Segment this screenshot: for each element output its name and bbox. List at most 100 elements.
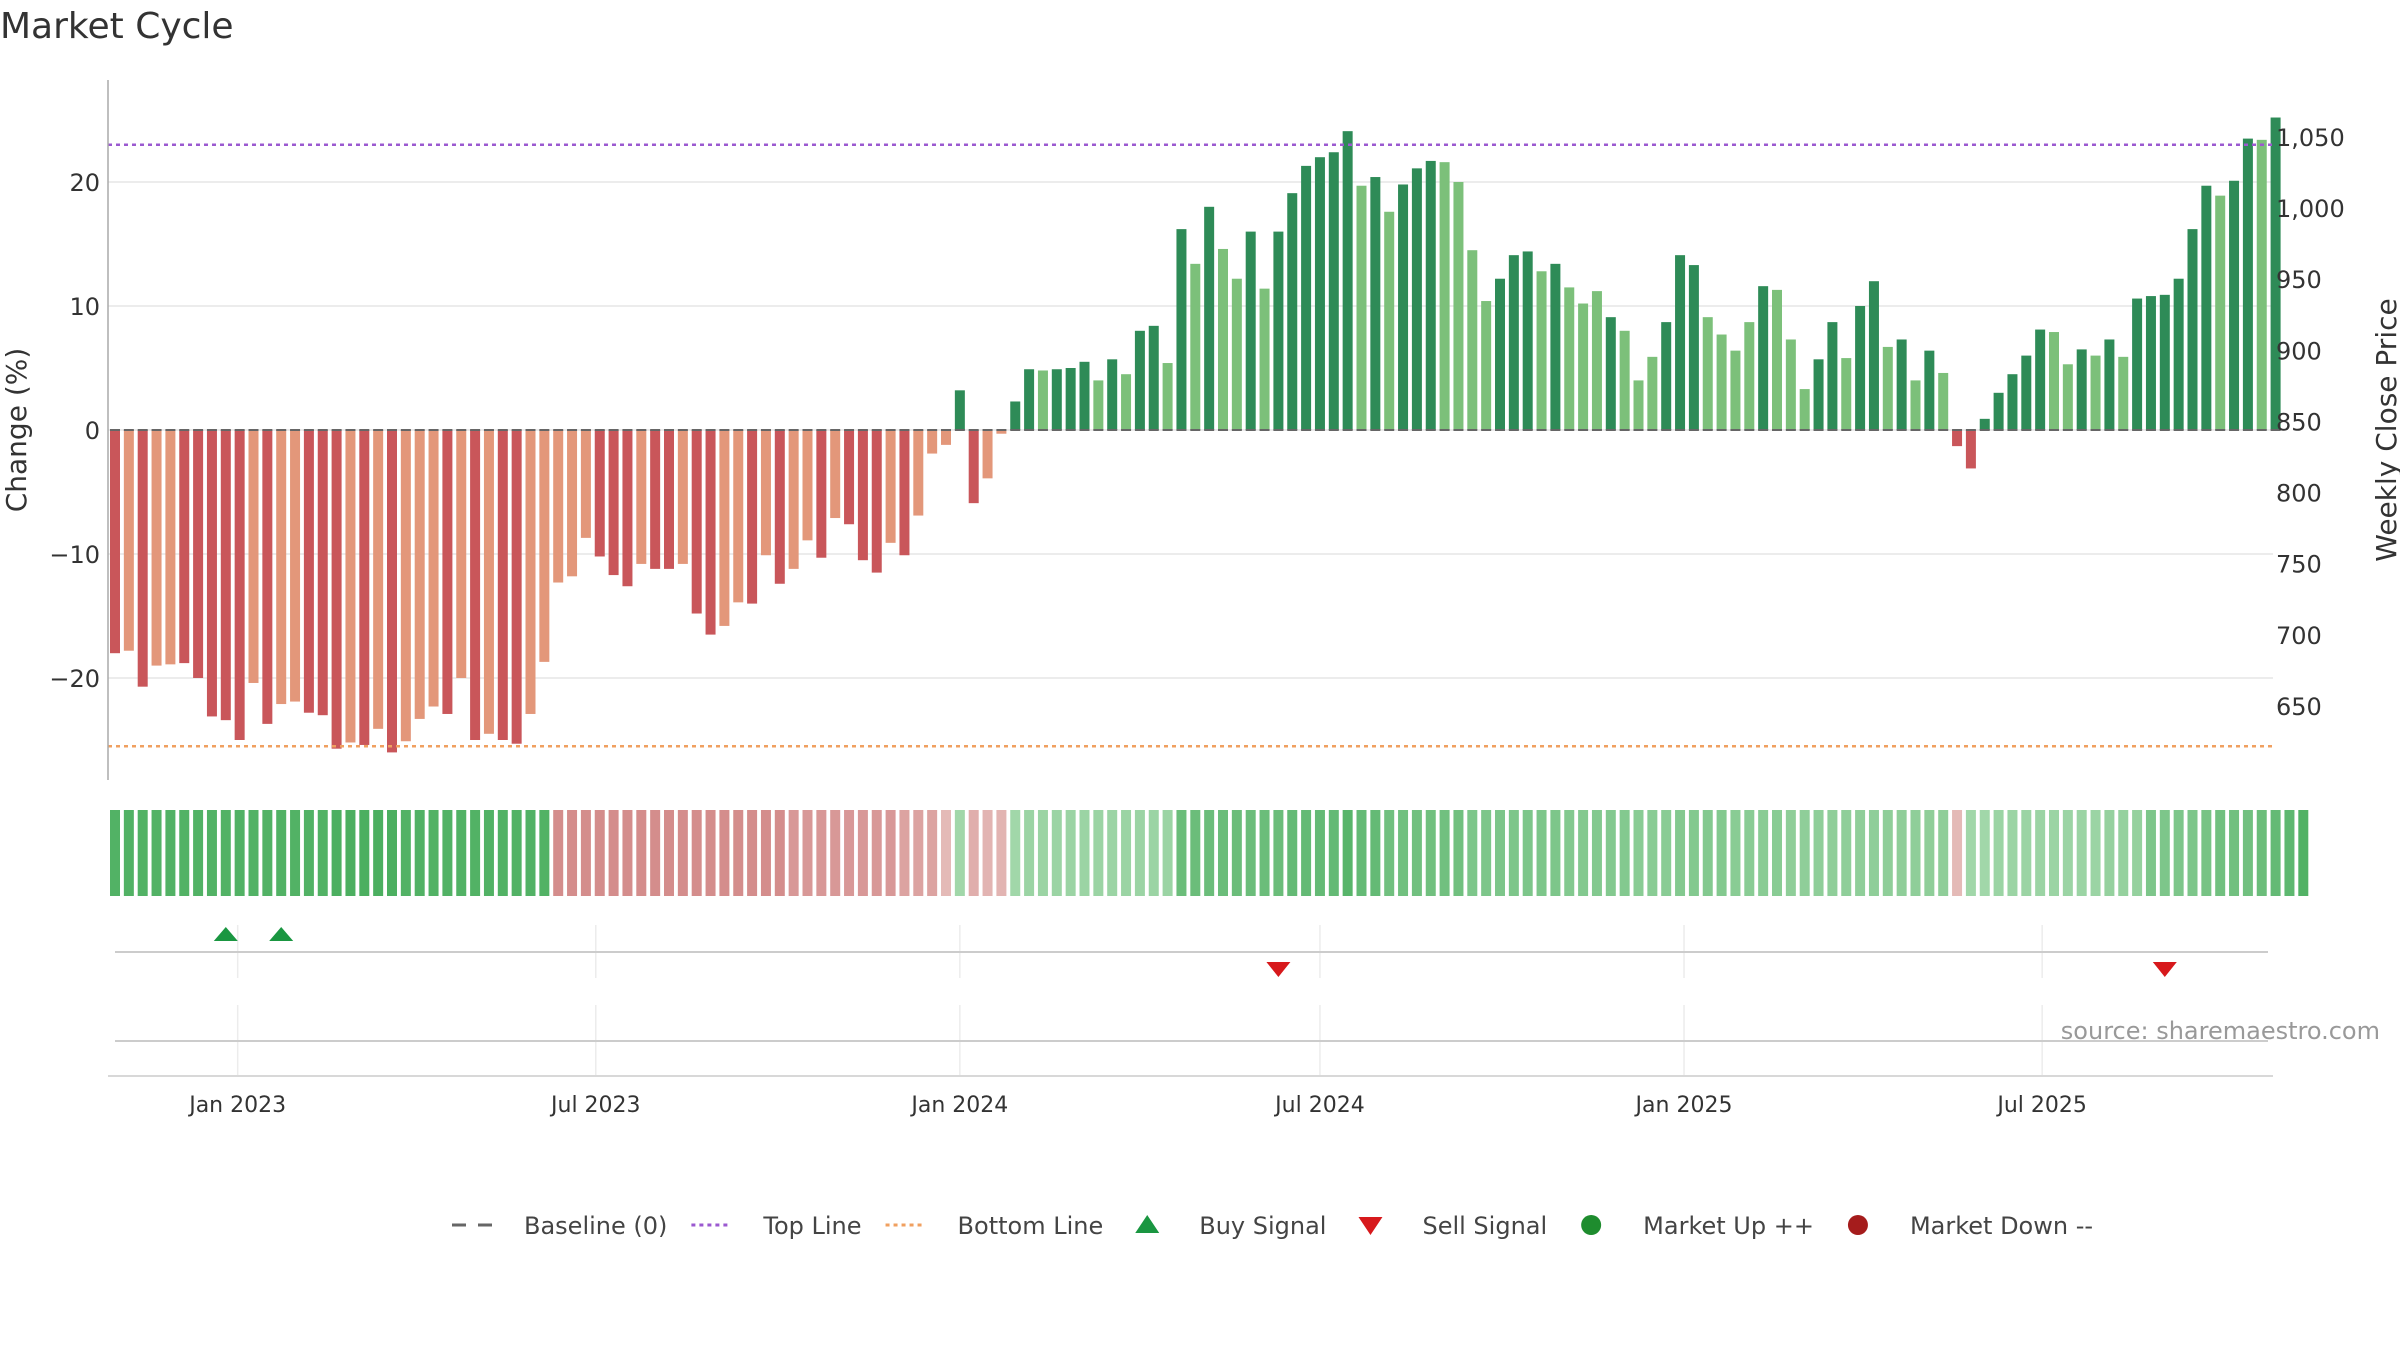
regime-cell (2173, 810, 2184, 896)
regime-cell (1522, 810, 1533, 896)
bar (968, 430, 979, 504)
bar (1661, 322, 1672, 430)
bar (1231, 278, 1242, 430)
regime-cell (539, 810, 550, 896)
legend-item: Market Down -- (1847, 1212, 2093, 1240)
bar (1730, 350, 1741, 430)
axes-layer: 20 10 0 −10 −20 1,050 1,000 950 900 850 800 750 700 6… (49, 80, 2345, 1118)
regime-cell (1591, 810, 1602, 896)
y2-tick-label: 800 (2276, 480, 2322, 508)
regime-cell (2118, 810, 2129, 896)
regime-cell (497, 810, 508, 896)
bar (2187, 229, 2198, 430)
bar (1910, 380, 1921, 430)
regime-cell (844, 810, 855, 896)
regime-cell (1356, 810, 1367, 896)
bar (1702, 317, 1713, 430)
bar (1467, 250, 1478, 430)
y-tick-label: 0 (85, 417, 100, 445)
bar (1578, 303, 1589, 430)
bar (220, 430, 231, 721)
bar (1785, 339, 1796, 430)
bar (1162, 363, 1173, 430)
regime-cell (594, 810, 605, 896)
regime-cell (387, 810, 397, 896)
regime-cell (1301, 810, 1312, 896)
y-tick-label: −10 (49, 541, 100, 569)
regime-cell (525, 810, 536, 896)
regime-cell (691, 810, 702, 896)
bar (2256, 139, 2267, 430)
regime-cell (483, 810, 494, 896)
regime-cell (220, 810, 231, 896)
regime-cell (774, 810, 785, 896)
bar (262, 430, 273, 724)
legend-swatch (1358, 1217, 1383, 1235)
regime-cell (179, 810, 190, 896)
bar (760, 430, 771, 556)
bar (871, 430, 882, 573)
bar (1176, 229, 1187, 430)
bar (400, 430, 411, 742)
bar (1065, 368, 1076, 430)
legend-label: Market Down -- (1910, 1212, 2093, 1240)
regime-cell (2298, 810, 2309, 896)
bar (747, 430, 758, 604)
regime-cell (941, 810, 951, 896)
x-tick-label: Jul 2024 (1273, 1093, 1365, 1118)
regime-cell (1342, 810, 1353, 896)
y2-tick-label: 650 (2276, 693, 2322, 721)
legend-item: Buy Signal (1135, 1212, 1326, 1240)
bar (1314, 157, 1325, 430)
bar (525, 430, 536, 714)
regime-cell (1827, 810, 1838, 896)
bar (1384, 211, 1395, 430)
regime-cell (2062, 810, 2073, 896)
bar (1979, 418, 1990, 430)
regime-cell (1065, 810, 1076, 896)
regime-cell (1716, 810, 1727, 896)
bar (2076, 349, 2087, 430)
regime-cell (2090, 810, 2101, 896)
bar (1328, 152, 1339, 431)
y2-tick-label: 700 (2276, 622, 2322, 650)
regime-cell (1328, 810, 1339, 896)
regime-cell (927, 810, 938, 896)
bar (110, 430, 120, 654)
bar (456, 430, 467, 678)
regime-cell (1425, 810, 1436, 896)
regime-cell (719, 810, 730, 896)
regime-cell (788, 810, 799, 896)
bar-series (110, 117, 2281, 753)
legend-label: Sell Signal (1422, 1212, 1547, 1240)
bar (1855, 306, 1866, 430)
bar (1051, 369, 1062, 430)
regime-cell (262, 810, 273, 896)
bar (345, 430, 356, 743)
regime-cell (650, 810, 661, 896)
signal-panel (115, 927, 2268, 1042)
regime-cell (1979, 810, 1990, 896)
regime-cell (2132, 810, 2143, 896)
y2-tick-label: 900 (2276, 337, 2322, 365)
regime-cell (1882, 810, 1893, 896)
regime-cell (1204, 810, 1215, 896)
bar (1841, 358, 1852, 430)
bar (193, 430, 204, 678)
regime-cell (1605, 810, 1616, 896)
bar (1564, 287, 1575, 430)
regime-cell (1453, 810, 1464, 896)
bar (317, 430, 328, 716)
regime-cell (636, 810, 647, 896)
y2-tick-label: 950 (2276, 266, 2322, 294)
bar (996, 430, 1007, 434)
bar (1896, 339, 1907, 430)
regime-cell (1384, 810, 1395, 896)
bar (1218, 248, 1228, 430)
bar (1121, 374, 1132, 430)
regime-cell (1370, 810, 1381, 896)
bar (857, 430, 868, 561)
regime-cell (871, 810, 882, 896)
y2-tick-label: 1,050 (2276, 124, 2345, 152)
